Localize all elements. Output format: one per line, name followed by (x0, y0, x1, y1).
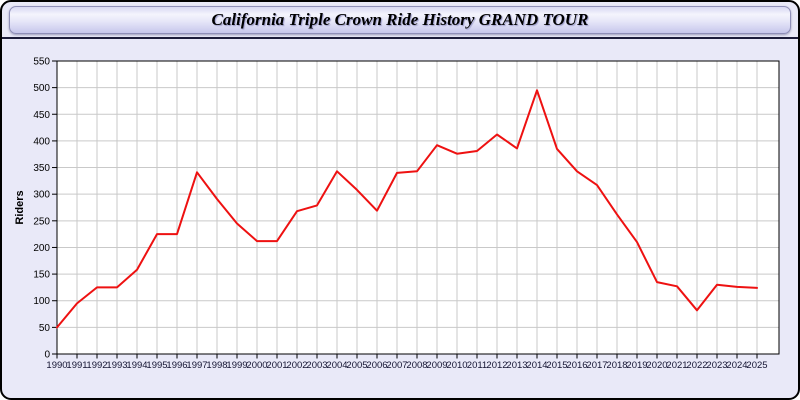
x-axis-tick-label: 2005 (346, 360, 367, 371)
y-axis-tick-label: 500 (33, 83, 50, 94)
x-axis-tick-label: 2021 (666, 360, 687, 371)
x-axis-tick-label: 2012 (486, 360, 507, 371)
x-axis-tick-label: 2010 (446, 360, 467, 371)
x-axis-tick-label: 1993 (106, 360, 127, 371)
x-axis-tick-label: 2022 (686, 360, 707, 371)
x-axis-tick-label: 1992 (86, 360, 107, 371)
x-axis-tick-label: 2016 (566, 360, 587, 371)
x-axis-tick-label: 1996 (166, 360, 187, 371)
x-axis-tick-label: 1994 (126, 360, 147, 371)
x-axis-tick-label: 2023 (706, 360, 727, 371)
plot-border (56, 60, 780, 355)
x-axis-tick-label: 2003 (306, 360, 327, 371)
y-axis-tick-label: 150 (33, 270, 50, 281)
title-banner: California Triple Crown Ride History GRA… (9, 6, 791, 34)
x-axis-tick-label: 1998 (206, 360, 227, 371)
y-axis-tick-label: 350 (33, 163, 50, 174)
x-axis-tick-label: 1999 (226, 360, 247, 371)
data-line-riders (56, 89, 758, 329)
y-axis-tick-label: 200 (33, 243, 50, 254)
y-axis-tick-label: 50 (39, 323, 51, 334)
x-axis-tick-label: 2011 (467, 360, 487, 371)
x-axis-tick-label: 2008 (406, 360, 427, 371)
y-axis-title: Riders (14, 190, 26, 224)
y-axis-tick-label: 400 (33, 136, 50, 147)
x-axis-tick-label: 2025 (746, 360, 767, 371)
y-axis-tick-label: 450 (33, 110, 50, 121)
x-axis-tick-label: 2014 (526, 360, 547, 371)
x-axis-tick-label: 2004 (326, 360, 347, 371)
y-axis-tick-label: 100 (33, 296, 50, 307)
y-axis-tick-label: 0 (44, 350, 50, 361)
x-axis-tick-label: 2006 (366, 360, 387, 371)
x-axis-tick-label: 2001 (266, 360, 287, 371)
x-axis-tick-label: 1995 (146, 360, 167, 371)
x-axis-tick-label: 1990 (46, 360, 67, 371)
plot-area (56, 60, 780, 355)
y-axis-tick-label: 300 (33, 190, 50, 201)
x-axis-tick-label: 2020 (646, 360, 667, 371)
x-axis-tick-label: 2000 (246, 360, 267, 371)
x-axis-tick-label: 2009 (426, 360, 447, 371)
x-axis-tick-label: 2002 (286, 360, 307, 371)
y-axis-tick-label: 550 (33, 57, 50, 68)
x-axis-tick-label: 2017 (586, 360, 607, 371)
x-axis-tick-label: 2007 (386, 360, 407, 371)
x-axis-tick-label: 2015 (546, 360, 567, 371)
x-axis-tick-label: 2013 (506, 360, 527, 371)
x-axis-tick-label: 2024 (726, 360, 747, 371)
x-axis-tick-label: 2019 (626, 360, 647, 371)
page-title: California Triple Crown Ride History GRA… (211, 10, 589, 29)
x-axis-tick-label: 1997 (186, 360, 207, 371)
header-separator-line (2, 37, 798, 39)
x-axis-tick-label: 2018 (606, 360, 627, 371)
y-axis-tick-label: 250 (33, 216, 50, 227)
x-axis-tick-label: 1991 (66, 360, 87, 371)
